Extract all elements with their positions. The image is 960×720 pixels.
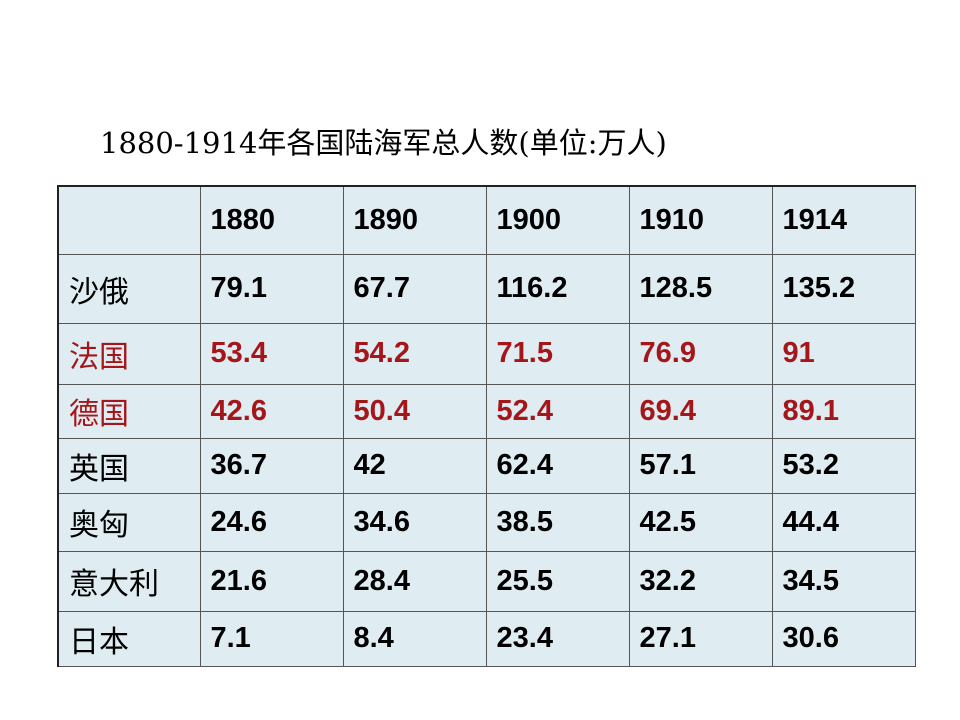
table-row: 奥匈 24.6 34.6 38.5 42.5 44.4 [57, 492, 916, 552]
cell: 71.5 [485, 322, 630, 385]
cell: 69.4 [628, 383, 773, 439]
row-label: 沙俄 [57, 253, 201, 324]
cell: 32.2 [628, 550, 773, 612]
cell: 91 [771, 322, 916, 385]
cell: 52.4 [485, 383, 630, 439]
cell: 24.6 [199, 492, 344, 552]
table-row: 法国 53.4 54.2 71.5 76.9 91 [57, 322, 916, 385]
row-label: 英国 [57, 437, 201, 494]
cell: 27.1 [628, 610, 773, 667]
table-row: 沙俄 79.1 67.7 116.2 128.5 135.2 [57, 253, 916, 324]
cell: 36.7 [199, 437, 344, 494]
cell: 89.1 [771, 383, 916, 439]
cell: 135.2 [771, 253, 916, 324]
cell: 62.4 [485, 437, 630, 494]
cell: 57.1 [628, 437, 773, 494]
cell: 50.4 [342, 383, 487, 439]
cell: 76.9 [628, 322, 773, 385]
cell: 44.4 [771, 492, 916, 552]
table-row: 德国 42.6 50.4 52.4 69.4 89.1 [57, 383, 916, 439]
table-row: 日本 7.1 8.4 23.4 27.1 30.6 [57, 610, 916, 667]
cell: 53.2 [771, 437, 916, 494]
cell: 128.5 [628, 253, 773, 324]
row-label: 日本 [57, 610, 201, 667]
row-label: 法国 [57, 322, 201, 385]
cell: 67.7 [342, 253, 487, 324]
cell: 116.2 [485, 253, 630, 324]
cell: 25.5 [485, 550, 630, 612]
cell: 53.4 [199, 322, 344, 385]
column-header: 1910 [628, 185, 773, 255]
row-label: 意大利 [57, 550, 201, 612]
column-header: 1880 [199, 185, 344, 255]
column-header: 1900 [485, 185, 630, 255]
data-table: 1880 1890 1900 1910 1914 沙俄 79.1 67.7 116.2 128.5… [57, 185, 916, 667]
cell: 34.6 [342, 492, 487, 552]
cell: 28.4 [342, 550, 487, 612]
cell: 34.5 [771, 550, 916, 612]
cell: 42.5 [628, 492, 773, 552]
cell: 30.6 [771, 610, 916, 667]
cell: 38.5 [485, 492, 630, 552]
cell: 42.6 [199, 383, 344, 439]
row-label: 德国 [57, 383, 201, 439]
cell: 42 [342, 437, 487, 494]
cell: 7.1 [199, 610, 344, 667]
cell: 79.1 [199, 253, 344, 324]
column-header: 1914 [771, 185, 916, 255]
cell: 21.6 [199, 550, 344, 612]
cell: 23.4 [485, 610, 630, 667]
cell: 54.2 [342, 322, 487, 385]
cell: 8.4 [342, 610, 487, 667]
corner-cell [57, 185, 201, 255]
title: 1880-1914年各国陆海军总人数(单位:万人) [100, 126, 667, 160]
row-label: 奥匈 [57, 492, 201, 552]
table-row: 英国 36.7 42 62.4 57.1 53.2 [57, 437, 916, 494]
column-header: 1890 [342, 185, 487, 255]
header-row: 1880 1890 1900 1910 1914 [57, 185, 916, 255]
table-row: 意大利 21.6 28.4 25.5 32.2 34.5 [57, 550, 916, 612]
